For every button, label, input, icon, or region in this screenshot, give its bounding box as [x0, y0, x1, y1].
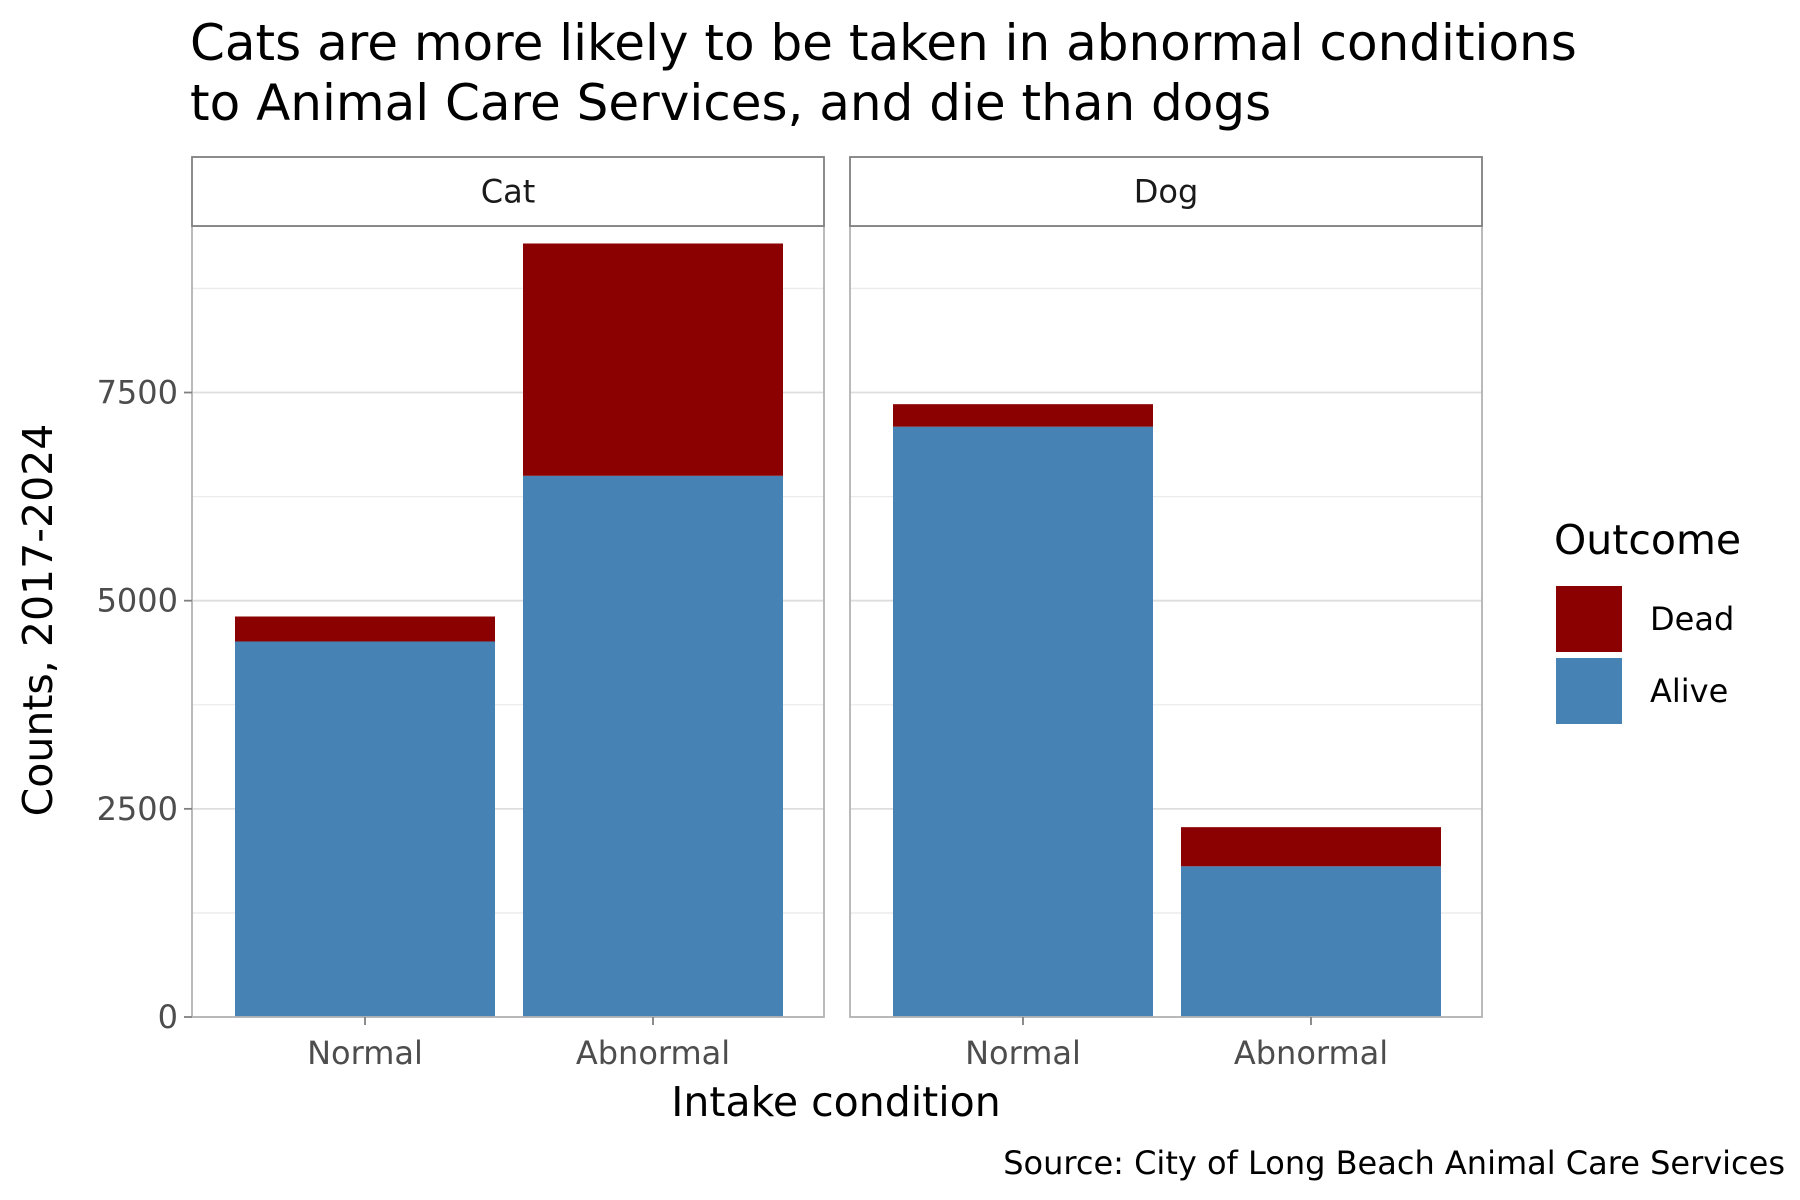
bar-cat-normal-alive [235, 641, 495, 1017]
facet-strip-label: Cat [481, 173, 536, 211]
x-tick-label: Abnormal [576, 1034, 730, 1072]
y-tick-label: 0 [158, 998, 178, 1036]
legend: Outcome Dead Alive [1554, 516, 1741, 724]
y-tick-label: 7500 [97, 374, 178, 412]
x-tick-label: Normal [307, 1034, 423, 1072]
facet-strip [849, 156, 1483, 227]
y-tick-label: 2500 [97, 790, 178, 828]
facet-strip [191, 156, 825, 227]
legend-key-alive [1556, 658, 1622, 724]
bar-dog-normal-dead [893, 404, 1153, 427]
chart-title-line-2: to Animal Care Services, and die than do… [190, 74, 1271, 132]
facet-panels: Cat Normal Abnormal Dog Normal Abnormal [191, 156, 1483, 1072]
legend-label-alive: Alive [1650, 672, 1728, 710]
y-tick-label: 5000 [97, 582, 178, 620]
x-axis-title: Intake condition [671, 1078, 1000, 1126]
facet-panel-cat: Cat Normal Abnormal [191, 156, 825, 1072]
chart-caption: Source: City of Long Beach Animal Care S… [1003, 1144, 1785, 1182]
facet-strip-label: Dog [1134, 173, 1199, 211]
legend-title: Outcome [1554, 516, 1741, 564]
bar-dog-abnormal-dead [1181, 827, 1441, 867]
y-axis-title: Counts, 2017-2024 [14, 424, 62, 817]
facet-panel-dog: Dog Normal Abnormal [849, 156, 1483, 1072]
bar-cat-abnormal-dead [523, 243, 783, 476]
bar-cat-abnormal-alive [523, 475, 783, 1018]
x-tick-label: Abnormal [1234, 1034, 1388, 1072]
bar-dog-abnormal-alive [1181, 866, 1441, 1017]
bar-cat-normal-dead [235, 616, 495, 642]
chart-title-line-1: Cats are more likely to be taken in abno… [190, 14, 1577, 72]
legend-label-dead: Dead [1650, 600, 1734, 638]
bar-dog-normal-alive [893, 426, 1153, 1018]
x-tick-label: Normal [965, 1034, 1081, 1072]
legend-key-dead [1556, 586, 1622, 652]
chart-title: Cats are more likely to be taken in abno… [190, 14, 1577, 132]
y-axis: 0 2500 5000 7500 [97, 374, 192, 1036]
